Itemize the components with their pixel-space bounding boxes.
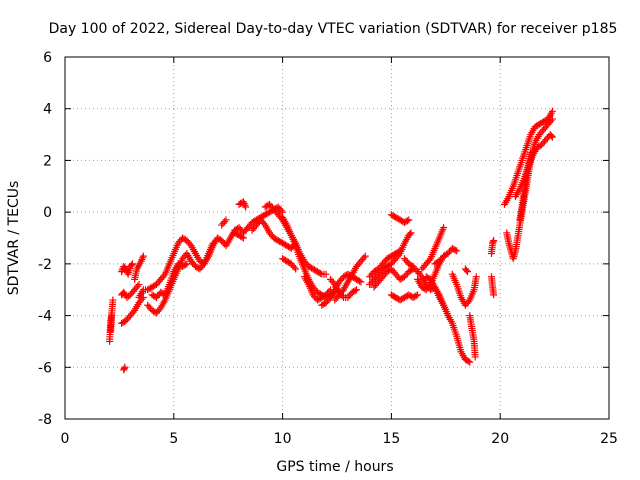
- data-point: [425, 256, 433, 264]
- axis-ticks: [64, 56, 610, 420]
- y-tick-label: 4: [43, 102, 52, 118]
- data-point: [260, 219, 268, 227]
- data-point: [240, 200, 248, 208]
- data-point: [277, 206, 285, 214]
- data-point: [108, 312, 116, 320]
- data-point: [316, 269, 324, 277]
- data-point: [135, 281, 143, 289]
- x-axis-label: GPS time / hours: [276, 459, 393, 475]
- data-point: [453, 247, 461, 255]
- data-point: [490, 291, 498, 299]
- data-point: [527, 149, 535, 157]
- x-tick-label: 20: [491, 431, 509, 447]
- data-point: [222, 216, 230, 224]
- data-point: [238, 233, 246, 241]
- data-point: [134, 282, 142, 290]
- y-tick-label: 6: [43, 50, 52, 66]
- grid-lines: [65, 57, 609, 419]
- data-point: [472, 273, 480, 281]
- data-point: [407, 229, 415, 237]
- data-point: [325, 295, 333, 303]
- data-point: [137, 257, 145, 265]
- y-axis-label: SDTVAR / TECUs: [6, 181, 22, 296]
- data-point: [440, 224, 448, 232]
- data-point: [548, 107, 556, 115]
- data-point: [353, 286, 361, 294]
- x-tick-label: 5: [169, 431, 178, 447]
- data-point: [138, 256, 146, 264]
- data-point: [221, 218, 229, 226]
- data-point: [406, 230, 414, 238]
- data-point: [405, 216, 413, 224]
- plot-frame: [64, 56, 610, 420]
- data-point: [199, 262, 207, 270]
- data-point: [416, 271, 424, 279]
- data-point: [209, 239, 217, 247]
- data-point: [329, 279, 337, 287]
- data-point: [241, 201, 249, 209]
- x-tick-labels: 0 5 10 15 20 25: [61, 431, 618, 447]
- data-point: [425, 282, 433, 290]
- data-point: [109, 296, 117, 304]
- data-point: [547, 132, 555, 140]
- data-point: [127, 261, 135, 269]
- data-point: [128, 260, 136, 268]
- data-point: [360, 254, 368, 262]
- data-point: [462, 266, 470, 274]
- data-point: [412, 292, 420, 300]
- data-point: [139, 254, 147, 262]
- data-point: [239, 234, 247, 242]
- data-point: [403, 217, 411, 225]
- data-point: [466, 358, 474, 366]
- data-point: [118, 268, 126, 276]
- data-point: [239, 198, 247, 206]
- data-point: [242, 203, 250, 211]
- data-point: [139, 252, 147, 260]
- data-point: [395, 251, 403, 259]
- data-point: [155, 306, 163, 314]
- y-tick-label: -8: [38, 412, 52, 428]
- data-point: [548, 133, 556, 141]
- data-point: [186, 240, 194, 248]
- data-point: [490, 237, 498, 245]
- chart-title: Day 100 of 2022, Sidereal Day-to-day VTE…: [49, 21, 618, 37]
- y-tick-label: -4: [38, 309, 52, 325]
- y-tick-label: 0: [43, 205, 52, 221]
- x-tick-label: 15: [382, 431, 400, 447]
- data-point: [351, 287, 359, 295]
- data-point: [361, 252, 369, 260]
- y-tick-label: 2: [43, 153, 52, 169]
- x-tick-label: 25: [600, 431, 618, 447]
- x-tick-label: 0: [61, 431, 70, 447]
- data-point: [181, 261, 189, 269]
- data-point: [464, 298, 472, 306]
- data-point: [160, 272, 168, 280]
- y-tick-label: -2: [38, 257, 52, 273]
- data-points: [106, 107, 556, 374]
- y-tick-label: -6: [38, 360, 52, 376]
- data-point: [183, 260, 191, 268]
- data-point: [357, 278, 365, 286]
- data-point: [125, 292, 133, 300]
- data-point: [451, 246, 459, 254]
- data-point: [464, 357, 472, 365]
- data-point: [338, 292, 346, 300]
- data-point: [121, 363, 129, 371]
- data-point: [464, 268, 472, 276]
- data-point: [292, 265, 300, 273]
- x-tick-label: 10: [274, 431, 292, 447]
- data-point: [414, 291, 422, 299]
- data-point: [471, 353, 479, 361]
- data-point: [129, 308, 137, 316]
- data-point: [322, 270, 330, 278]
- data-point: [290, 263, 298, 271]
- data-point: [355, 277, 363, 285]
- y-tick-labels: -8 -6 -4 -2 0 2 4 6: [38, 50, 52, 428]
